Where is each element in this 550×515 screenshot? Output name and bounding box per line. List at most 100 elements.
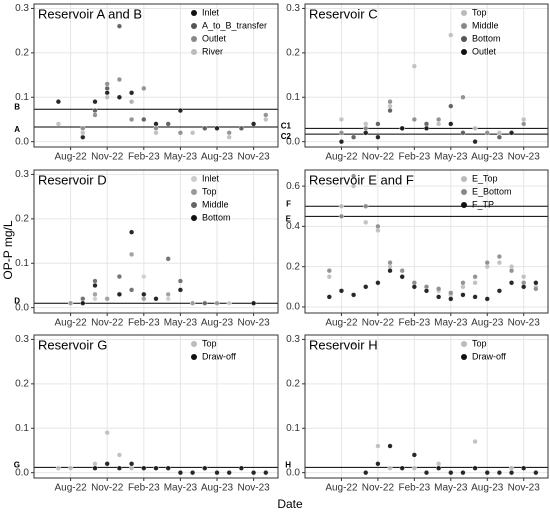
panel-title: Reservoir C: [309, 6, 378, 21]
y-tick-label: 0.3: [15, 169, 29, 180]
data-point: [202, 300, 208, 306]
y-axis-label: OP-P mg/L: [1, 220, 15, 279]
data-point: [496, 254, 503, 260]
x-tick-label: Nov-23: [508, 483, 541, 494]
data-point: [80, 125, 86, 131]
data-point: [129, 229, 135, 235]
reference-label: B: [14, 102, 20, 111]
legend-label: Middle: [472, 20, 499, 30]
data-point: [67, 465, 74, 471]
data-point: [263, 470, 269, 476]
data-point: [460, 280, 466, 286]
data-point: [226, 134, 232, 140]
data-point: [55, 465, 62, 471]
y-tick-label: 0.1: [286, 423, 300, 434]
data-point: [484, 260, 490, 266]
data-point: [508, 470, 515, 476]
x-tick-label: Aug-22: [54, 318, 87, 329]
legend-label: Inlet: [202, 7, 220, 17]
y-tick-label: 0.3: [15, 334, 29, 345]
data-point: [448, 296, 454, 302]
data-point: [141, 273, 147, 280]
data-point: [141, 291, 147, 297]
legend-marker: [461, 10, 467, 16]
data-point: [508, 268, 515, 274]
data-point: [104, 85, 110, 91]
data-point: [496, 470, 503, 476]
legend-label: Top: [472, 338, 487, 348]
y-tick-label: 0.6: [286, 181, 300, 192]
data-point: [165, 465, 171, 471]
x-tick-label: Aug-23: [201, 483, 234, 494]
data-point: [399, 274, 405, 280]
legend-marker: [461, 176, 467, 182]
data-point: [165, 291, 171, 297]
data-point: [92, 107, 98, 114]
y-tick-label: 0.1: [15, 92, 29, 103]
data-point: [375, 280, 381, 286]
data-point: [387, 443, 393, 449]
x-tick-label: Aug-22: [325, 152, 358, 163]
x-tick-label: May-23: [164, 318, 198, 329]
legend-marker: [191, 176, 197, 182]
data-point: [214, 125, 220, 131]
x-tick-label: Aug-23: [471, 152, 504, 163]
data-point: [472, 139, 478, 145]
data-point: [153, 130, 159, 136]
x-tick-label: May-23: [434, 483, 468, 494]
data-point: [363, 121, 369, 127]
data-point: [251, 470, 257, 476]
data-point: [448, 470, 454, 476]
data-point: [533, 280, 539, 286]
data-point: [436, 121, 442, 127]
y-tick-label: 0.2: [15, 47, 29, 58]
data-point: [251, 300, 257, 306]
x-tick-label: May-23: [434, 318, 468, 329]
x-tick-label: Aug-22: [54, 483, 87, 494]
data-point: [80, 130, 86, 136]
legend-label: Outlet: [472, 46, 497, 56]
x-tick-label: May-23: [434, 152, 468, 163]
reference-label: D: [14, 296, 20, 305]
data-point: [80, 300, 86, 306]
y-tick-label: 0.4: [286, 221, 300, 232]
data-point: [165, 256, 171, 262]
data-point: [387, 260, 393, 266]
y-tick-label: 0.1: [15, 423, 29, 434]
legend-label: Draw-off: [202, 351, 236, 361]
panel-title: Reservoir D: [38, 172, 107, 187]
data-point: [177, 470, 184, 476]
data-point: [263, 112, 269, 118]
data-point: [116, 465, 123, 471]
legend-label: Top: [202, 338, 217, 348]
legend-marker: [461, 36, 467, 42]
data-point: [363, 125, 369, 131]
plot-border: [304, 3, 549, 148]
data-point: [104, 90, 110, 96]
y-tick-label: 0.0: [286, 467, 300, 478]
data-point: [351, 292, 357, 298]
data-point: [338, 213, 345, 219]
data-point: [460, 470, 466, 476]
data-point: [387, 103, 393, 109]
x-tick-label: Feb-23: [399, 152, 431, 163]
data-point: [508, 280, 515, 286]
data-point: [436, 465, 442, 471]
data-point: [423, 121, 430, 127]
data-point: [55, 99, 62, 105]
data-point: [104, 296, 110, 302]
data-point: [129, 465, 135, 471]
data-point: [226, 130, 232, 136]
data-point: [436, 461, 442, 467]
data-point: [351, 134, 357, 140]
y-tick-label: 0.3: [286, 3, 300, 14]
legend-marker: [191, 10, 197, 16]
x-tick-label: Nov-22: [362, 152, 395, 163]
data-point: [92, 465, 98, 471]
data-point: [387, 465, 393, 471]
legend-marker: [461, 189, 467, 195]
y-tick-label: 0.0: [286, 302, 300, 313]
x-tick-label: Nov-22: [91, 152, 124, 163]
data-point: [326, 268, 332, 274]
x-tick-label: Nov-22: [362, 318, 395, 329]
